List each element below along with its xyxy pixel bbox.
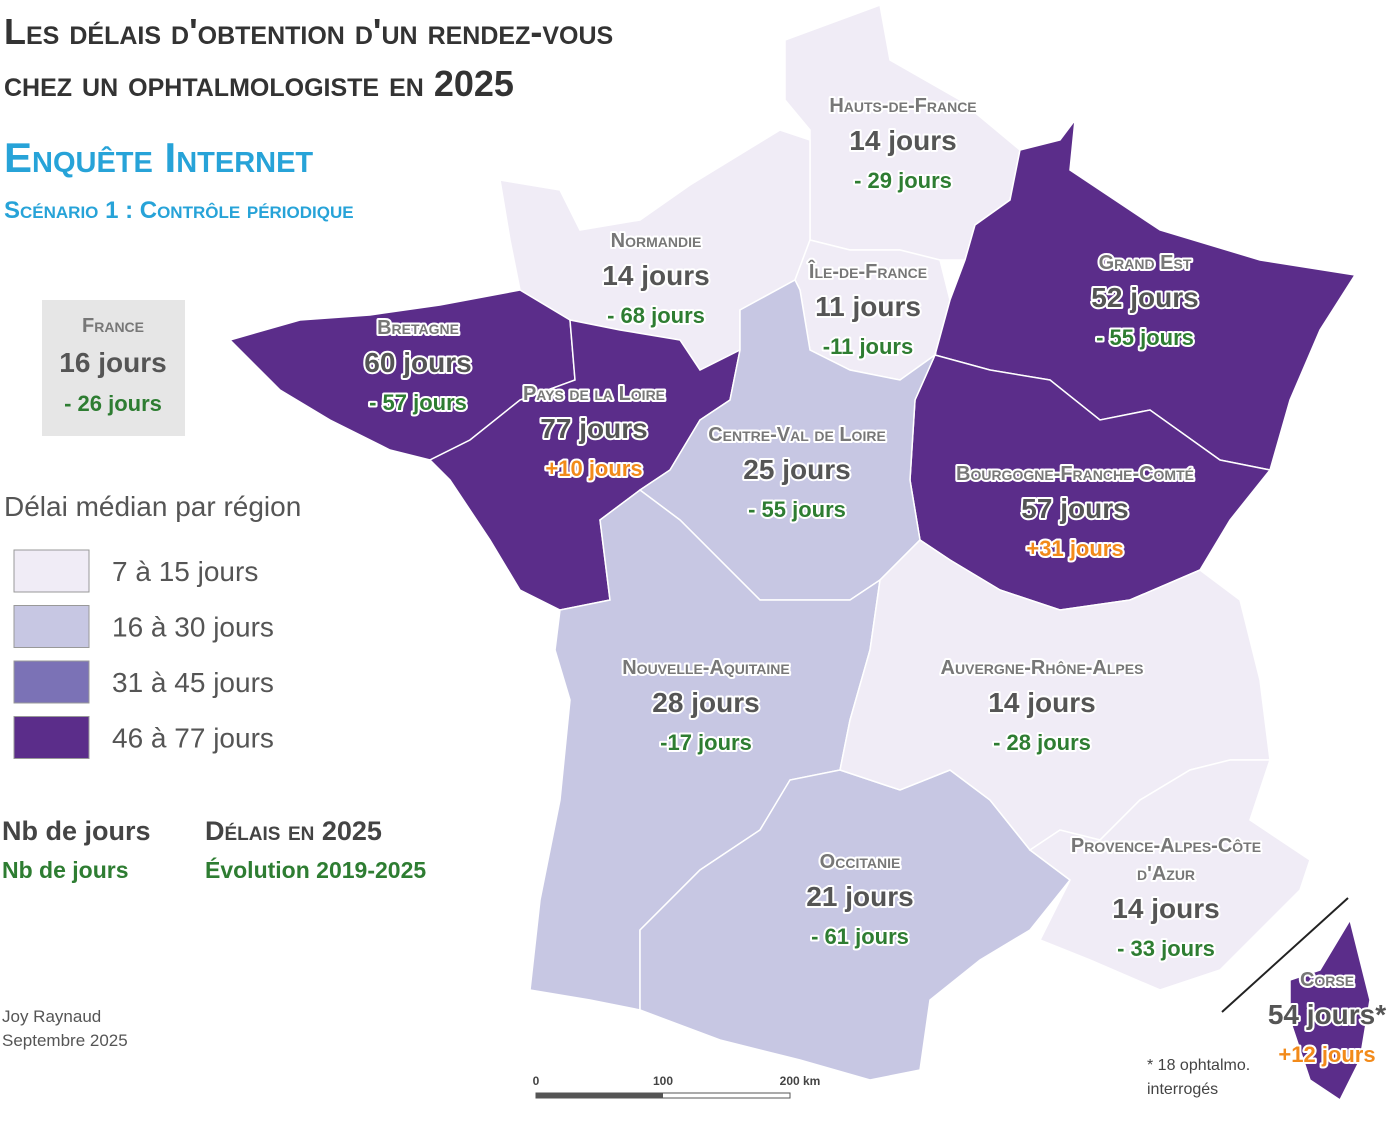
region-days: 14 jours bbox=[988, 687, 1095, 718]
region-name: d'Azur bbox=[1137, 863, 1195, 885]
corsica-divider bbox=[1221, 897, 1349, 1013]
credit: Joy Raynaud bbox=[2, 1007, 101, 1026]
france-days: 16 jours bbox=[59, 347, 166, 378]
region-name: Bourgogne-Franche-Comté bbox=[956, 463, 1194, 485]
region-days: 14 jours bbox=[1112, 893, 1219, 924]
credit: Septembre 2025 bbox=[2, 1031, 128, 1050]
region-evolution: +12 jours bbox=[1278, 1042, 1375, 1067]
regions bbox=[228, 3, 1371, 1102]
region-name: Hauts-de-France bbox=[829, 95, 976, 117]
region-name: Centre-Val de Loire bbox=[708, 424, 886, 446]
scale-label: 0 bbox=[533, 1074, 540, 1088]
region-days: 11 jours bbox=[815, 291, 921, 322]
region-days: 60 jours bbox=[364, 347, 471, 378]
region-name: Auvergne-Rhône-Alpes bbox=[941, 657, 1144, 679]
key-days: Nb de jours bbox=[2, 816, 151, 846]
key-days-label: Délais en 2025 bbox=[205, 816, 382, 846]
legend-label: 7 à 15 jours bbox=[112, 556, 258, 587]
region-evolution: +10 jours bbox=[545, 456, 642, 481]
key-evolution-label: Évolution 2019-2025 bbox=[205, 856, 426, 883]
region-days: 52 jours bbox=[1091, 282, 1198, 313]
region-name: Île-de-France bbox=[808, 259, 927, 283]
region-evolution: - 33 jours bbox=[1117, 936, 1215, 961]
region-days: 77 jours bbox=[540, 413, 647, 444]
legend: 7 à 15 jours 16 à 30 jours 31 à 45 jours 46… bbox=[13, 549, 274, 759]
france-box bbox=[42, 300, 185, 436]
region-name: Pays de la Loire bbox=[523, 383, 665, 405]
region-evolution: - 57 jours bbox=[369, 390, 467, 415]
region-name: Corse bbox=[1300, 969, 1354, 991]
region-evolution: - 68 jours bbox=[607, 303, 705, 328]
title-line: Les délais d'obtention d'un rendez-vous bbox=[4, 11, 613, 52]
note: * 18 ophtalmo. bbox=[1147, 1057, 1250, 1074]
scale-label: 100 bbox=[653, 1074, 673, 1088]
legend-title: Délai médian par région bbox=[4, 491, 301, 522]
subtitle: Enquête Internet bbox=[4, 134, 313, 181]
region-name: Normandie bbox=[611, 230, 702, 252]
region-days: 54 jours* bbox=[1268, 999, 1386, 1030]
region-evolution: - 55 jours bbox=[748, 497, 846, 522]
legend-swatch bbox=[13, 549, 90, 593]
scenario: Scénario 1 : Contrôle périodique bbox=[4, 197, 354, 224]
region-name: Occitanie bbox=[820, 851, 901, 873]
region-evolution: -11 jours bbox=[823, 334, 913, 359]
region-days: 28 jours bbox=[652, 687, 759, 718]
region-days: 57 jours bbox=[1021, 493, 1128, 524]
scale-bar bbox=[536, 1093, 663, 1098]
key-evolution: Nb de jours bbox=[2, 857, 129, 883]
legend-swatch bbox=[13, 660, 90, 704]
region-name: Grand Est bbox=[1099, 252, 1192, 274]
region-name: Nouvelle-Aquitaine bbox=[622, 657, 790, 679]
legend-label: 16 à 30 jours bbox=[112, 612, 274, 643]
legend-swatch bbox=[13, 605, 90, 648]
region-name: Bretagne bbox=[377, 317, 459, 339]
region-evolution: - 29 jours bbox=[854, 168, 952, 193]
legend-label: 31 à 45 jours bbox=[112, 667, 274, 698]
region-evolution: - 55 jours bbox=[1096, 325, 1194, 350]
note: interrogés bbox=[1147, 1081, 1218, 1098]
region-days: 21 jours bbox=[806, 881, 913, 912]
france-evolution: - 26 jours bbox=[64, 391, 162, 416]
region-evolution: - 61 jours bbox=[811, 924, 909, 949]
france-name: France bbox=[82, 315, 144, 337]
region-labels: Hauts-de-France 14 jours - 29 jours Normand… bbox=[362, 93, 1388, 1069]
region-shape bbox=[1289, 918, 1371, 1102]
scale-label: 200 km bbox=[780, 1074, 821, 1088]
region-days: 14 jours bbox=[849, 125, 956, 156]
legend-swatch bbox=[13, 716, 90, 759]
region-evolution: +31 jours bbox=[1026, 536, 1123, 561]
region-evolution: -17 jours bbox=[660, 730, 752, 755]
region-name: Provence-Alpes-Côte bbox=[1071, 835, 1261, 857]
region-days: 25 jours bbox=[743, 454, 850, 485]
region-shape bbox=[1028, 759, 1311, 991]
region-evolution: - 28 jours bbox=[993, 730, 1091, 755]
region-days: 14 jours bbox=[602, 260, 709, 291]
title-line: chez un ophtalmologiste en 2025 bbox=[4, 63, 514, 104]
legend-label: 46 à 77 jours bbox=[112, 723, 274, 754]
